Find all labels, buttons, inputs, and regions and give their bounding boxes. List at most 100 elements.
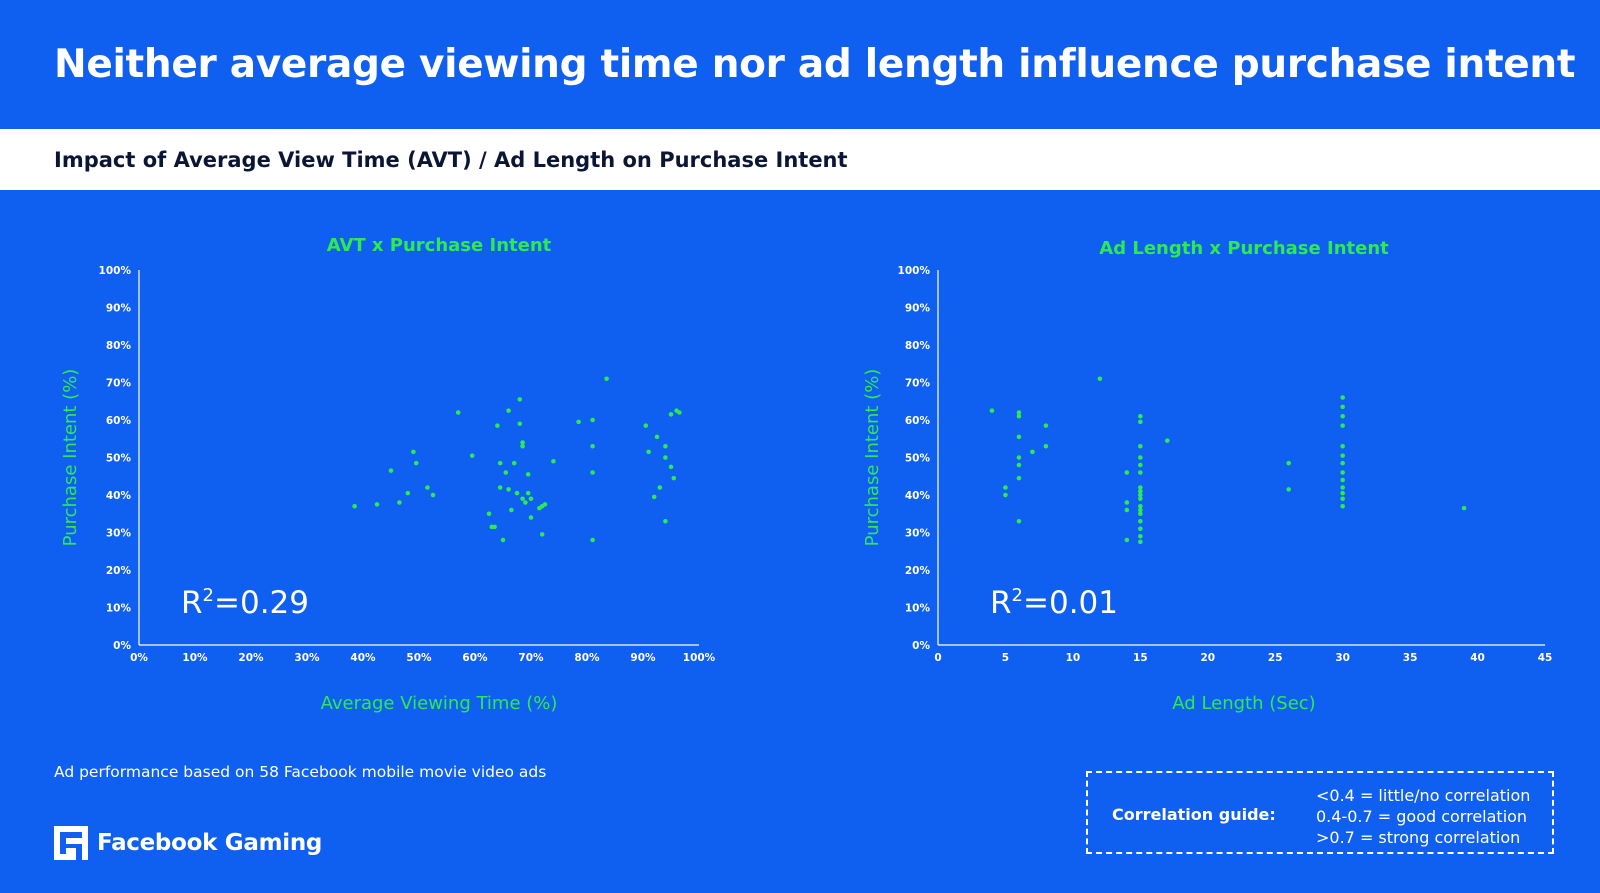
data-point bbox=[590, 470, 595, 475]
brand-logo: Facebook Gaming bbox=[54, 826, 322, 860]
y-tick-label: 50% bbox=[106, 453, 132, 465]
correlation-guide: Correlation guide: <0.4 = little/no corr… bbox=[1086, 771, 1554, 854]
y-tick-label: 20% bbox=[905, 565, 931, 577]
x-tick-label: 40 bbox=[1470, 652, 1485, 664]
data-point bbox=[1138, 419, 1143, 425]
footnote: Ad performance based on 58 Facebook mobi… bbox=[54, 763, 547, 781]
data-point bbox=[1340, 423, 1345, 428]
scatter-chart-avt: 0% 10% 20% 30% 40% 50% 60% 70% 80% 90% 100% 0% 10% 20… bbox=[60, 235, 716, 714]
data-point bbox=[525, 490, 531, 496]
data-point bbox=[1016, 413, 1022, 419]
y-tick-label: 20% bbox=[106, 565, 132, 577]
r-squared-annotation: R2=0.01 bbox=[990, 585, 1118, 621]
data-point bbox=[1016, 434, 1022, 440]
data-point bbox=[1340, 485, 1345, 490]
data-point bbox=[663, 518, 668, 524]
x-tick-label: 50% bbox=[406, 652, 432, 664]
y-tick-label: 30% bbox=[106, 528, 132, 540]
y-tick-label: 70% bbox=[905, 378, 931, 390]
data-point bbox=[509, 507, 514, 513]
y-tick-label: 50% bbox=[905, 453, 931, 465]
data-point bbox=[663, 443, 668, 449]
data-point bbox=[413, 460, 419, 466]
data-point bbox=[551, 458, 556, 464]
data-point bbox=[1340, 496, 1345, 502]
data-point bbox=[1030, 449, 1035, 455]
y-tick-label: 10% bbox=[106, 603, 132, 615]
y-tick-label: 80% bbox=[905, 340, 931, 352]
data-point bbox=[1016, 410, 1022, 415]
data-point bbox=[657, 485, 663, 490]
data-point bbox=[643, 423, 649, 428]
page-subtitle: Impact of Average View Time (AVT) / Ad L… bbox=[54, 148, 848, 172]
x-tick-label: 5 bbox=[1002, 652, 1009, 664]
data-point bbox=[503, 470, 509, 475]
data-point bbox=[497, 485, 503, 490]
data-point bbox=[1124, 507, 1130, 513]
y-tick-label: 70% bbox=[106, 378, 132, 390]
facebook-gaming-logo-icon bbox=[54, 826, 88, 860]
data-point bbox=[1124, 470, 1130, 475]
data-point bbox=[514, 490, 520, 496]
data-point bbox=[1003, 485, 1008, 490]
data-point bbox=[520, 443, 525, 449]
x-axis-label: Ad Length (Sec) bbox=[1172, 693, 1315, 714]
data-point bbox=[1286, 487, 1292, 492]
data-point bbox=[1138, 496, 1143, 502]
y-tick-label: 90% bbox=[106, 303, 132, 315]
data-point bbox=[1286, 460, 1292, 466]
x-tick-label: 10% bbox=[182, 652, 208, 664]
x-tick-label: 0% bbox=[130, 652, 148, 664]
chart-title: Ad Length x Purchase Intent bbox=[1099, 238, 1389, 259]
data-point bbox=[425, 485, 430, 490]
data-point bbox=[1016, 462, 1022, 468]
y-tick-label: 60% bbox=[106, 415, 132, 427]
x-tick-label: 80% bbox=[574, 652, 600, 664]
data-point bbox=[1340, 453, 1345, 458]
data-point bbox=[1340, 404, 1345, 410]
data-point bbox=[528, 496, 534, 502]
data-point bbox=[517, 397, 523, 402]
x-tick-label: 60% bbox=[462, 652, 488, 664]
data-point bbox=[405, 490, 411, 496]
data-point bbox=[542, 502, 548, 507]
data-point bbox=[677, 410, 682, 415]
y-axis-label: Purchase Intent (%) bbox=[60, 369, 81, 547]
data-point bbox=[388, 468, 394, 473]
data-point bbox=[1043, 443, 1049, 449]
data-point bbox=[1124, 537, 1130, 543]
data-point bbox=[411, 449, 416, 455]
data-point bbox=[486, 511, 492, 517]
data-point bbox=[489, 524, 495, 530]
data-point bbox=[1138, 539, 1143, 545]
y-tick-label: 40% bbox=[905, 490, 931, 502]
x-tick-label: 90% bbox=[630, 652, 656, 664]
data-point bbox=[1138, 492, 1143, 498]
data-point bbox=[1340, 460, 1345, 466]
data-point bbox=[1138, 470, 1143, 475]
data-point bbox=[352, 503, 357, 509]
data-point bbox=[590, 443, 595, 449]
data-point bbox=[506, 408, 511, 413]
data-point bbox=[1340, 470, 1345, 475]
y-tick-label: 0% bbox=[113, 640, 131, 652]
data-point bbox=[1340, 477, 1345, 483]
brand-name: Facebook Gaming bbox=[97, 830, 323, 856]
x-tick-label: 0 bbox=[934, 652, 941, 664]
data-point bbox=[1124, 500, 1130, 505]
chart-title: AVT x Purchase Intent bbox=[327, 235, 552, 256]
y-axis-label: Purchase Intent (%) bbox=[862, 369, 883, 547]
data-point bbox=[1138, 413, 1143, 419]
x-tick-label: 40% bbox=[350, 652, 376, 664]
data-point bbox=[374, 502, 380, 507]
data-point bbox=[651, 494, 657, 500]
data-point bbox=[511, 460, 517, 466]
data-point bbox=[1138, 533, 1143, 539]
data-point bbox=[646, 449, 651, 455]
x-tick-label: 10 bbox=[1066, 652, 1081, 664]
x-tick-label: 15 bbox=[1133, 652, 1148, 664]
x-tick-label: 100% bbox=[683, 652, 716, 664]
data-point bbox=[1016, 455, 1022, 460]
x-tick-label: 45 bbox=[1538, 652, 1553, 664]
